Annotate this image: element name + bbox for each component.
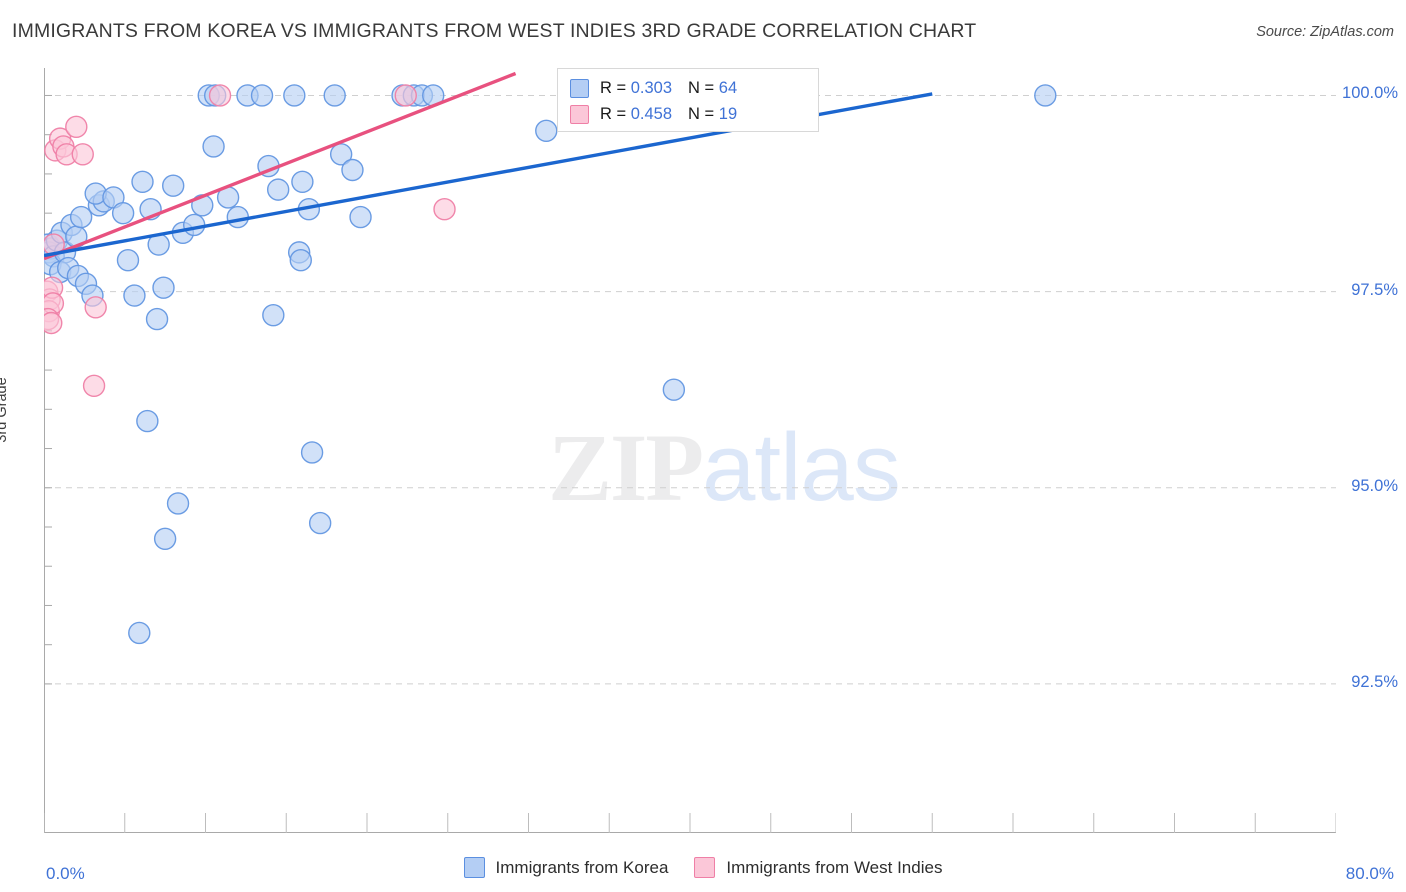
page-title: IMMIGRANTS FROM KOREA VS IMMIGRANTS FROM… bbox=[12, 20, 977, 42]
chart-legend: Immigrants from Korea Immigrants from We… bbox=[0, 857, 1406, 878]
legend-swatch-west-indies-icon bbox=[694, 857, 716, 878]
legend-label-korea: Immigrants from Korea bbox=[495, 857, 669, 877]
korea-r-value: 0.303 bbox=[630, 78, 673, 97]
scatter-plot-svg bbox=[44, 68, 1336, 833]
west-indies-swatch-icon bbox=[570, 104, 589, 124]
y-axis-tick-100: 100.0% bbox=[1342, 84, 1398, 103]
stat-row-korea: R = 0.303 N = 64 bbox=[570, 75, 808, 101]
korea-swatch-icon bbox=[570, 78, 589, 98]
west-indies-r-value: 0.458 bbox=[630, 104, 673, 123]
west-indies-n-label: N = bbox=[688, 104, 719, 123]
correlation-stats-box: R = 0.303 N = 64 R = 0.458 N = 19 bbox=[557, 68, 819, 132]
west-indies-r-label: R = bbox=[600, 104, 631, 123]
korea-r-label: R = bbox=[600, 78, 631, 97]
stat-row-west-indies: R = 0.458 N = 19 bbox=[570, 101, 808, 127]
source-attribution: Source: ZipAtlas.com bbox=[1256, 24, 1394, 40]
x-axis-tick-min: 0.0% bbox=[46, 864, 85, 883]
y-axis-tick-95: 95.0% bbox=[1351, 476, 1398, 495]
korea-n-label: N = bbox=[688, 78, 719, 97]
korea-n-value: 64 bbox=[718, 78, 738, 97]
plot-area bbox=[44, 68, 1336, 833]
legend-item-west-indies[interactable]: Immigrants from West Indies bbox=[694, 857, 942, 878]
y-axis-tick-92-5: 92.5% bbox=[1351, 672, 1398, 691]
y-axis-label: 3rd Grade bbox=[0, 377, 10, 443]
legend-item-korea[interactable]: Immigrants from Korea bbox=[463, 857, 669, 878]
x-axis-tick-max: 80.0% bbox=[1345, 864, 1394, 883]
legend-label-west-indies: Immigrants from West Indies bbox=[726, 857, 943, 877]
west-indies-n-value: 19 bbox=[718, 104, 738, 123]
legend-swatch-korea-icon bbox=[463, 857, 485, 878]
y-axis-tick-97-5: 97.5% bbox=[1351, 280, 1398, 299]
